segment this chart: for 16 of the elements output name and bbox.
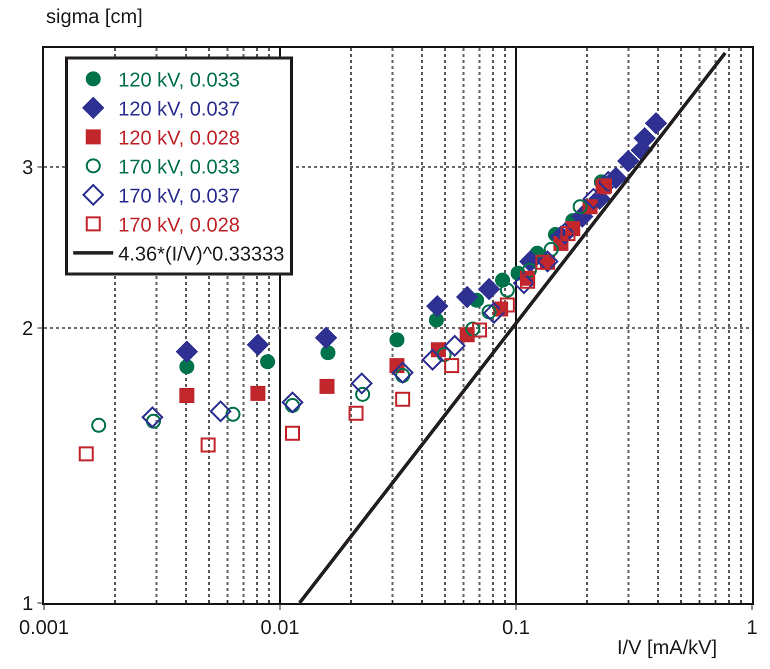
legend-label: 170 kV, 0.028 xyxy=(118,214,240,237)
y-axis-title: sigma [cm] xyxy=(46,6,143,28)
legend-label: 170 kV, 0.037 xyxy=(118,186,240,208)
legend-label: 120 kV, 0.037 xyxy=(118,98,240,121)
legend-label: 120 kV, 0.028 xyxy=(118,128,240,150)
x-tick-label: 0.001 xyxy=(18,616,70,639)
legend-label: 170 kV, 0.033 xyxy=(118,156,240,179)
legend-label: 120 kV, 0.033 xyxy=(118,70,240,92)
y-tick-label: 1 xyxy=(22,593,34,615)
x-axis-title: I/V [mA/kV] xyxy=(617,637,718,659)
x-tick-label: 0.01 xyxy=(260,616,300,639)
y-tick-label: 2 xyxy=(22,318,34,340)
y-tick-label: 3 xyxy=(22,157,34,180)
x-tick-label: 1 xyxy=(746,616,758,639)
x-tick-label: 0.1 xyxy=(502,616,530,639)
legend-label: 4.36*(I/V)^0.33333 xyxy=(118,244,284,266)
